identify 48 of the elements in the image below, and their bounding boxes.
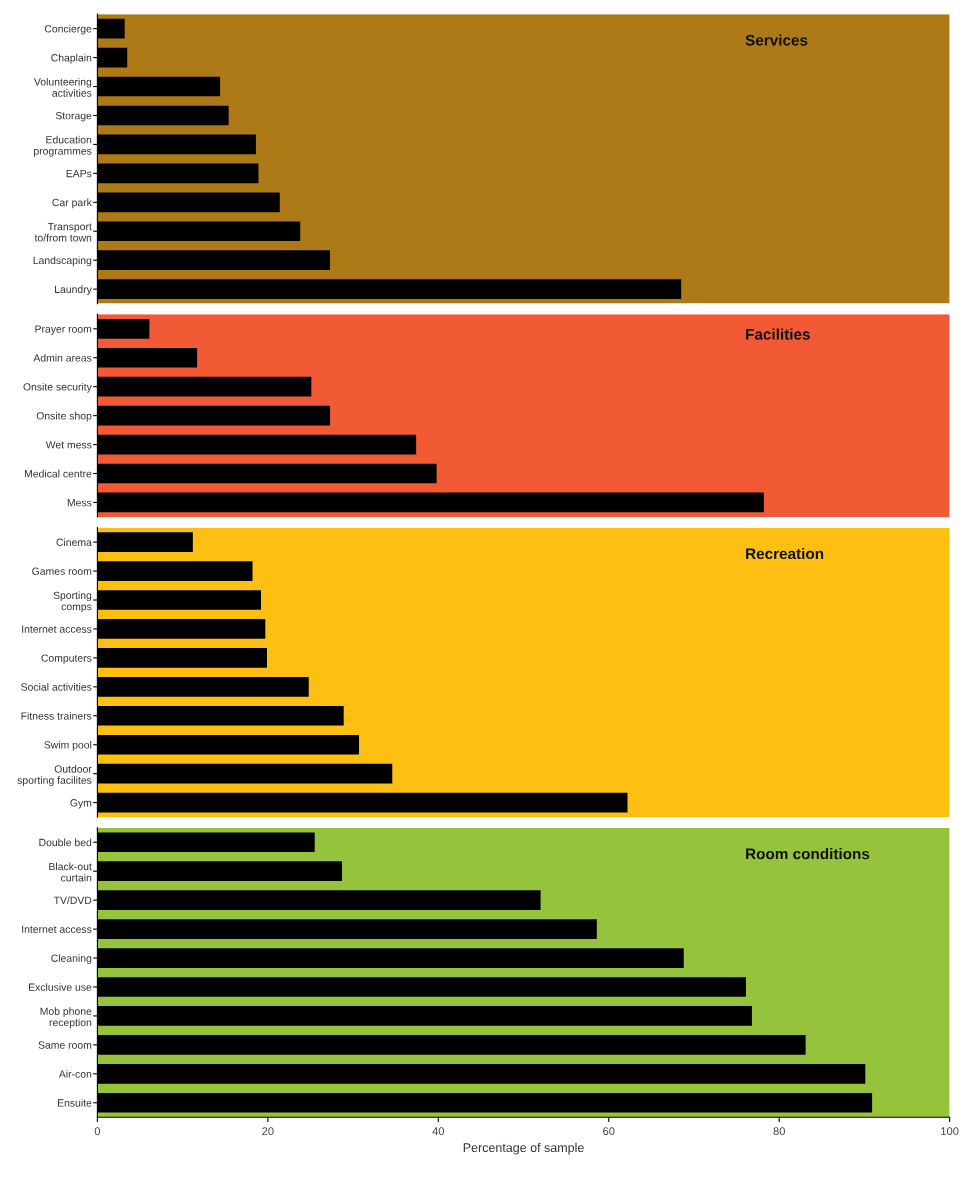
y-tick-label: Cleaning	[51, 954, 92, 964]
y-tick-label: Onsite security	[23, 382, 92, 393]
y-tick-label: Social activities	[21, 683, 92, 691]
y-tick-label: TV/DVD	[53, 896, 92, 905]
y-tick-label: Medical centre	[24, 469, 92, 478]
y-tick-label: Prayer room	[35, 325, 92, 335]
text: Room conditions	[746, 848, 870, 860]
y-tick-label: Admin areas	[33, 353, 92, 362]
y-tick-label: Double bed	[39, 838, 92, 847]
x-tick-label: 40	[432, 1127, 445, 1136]
y-tick-label: EAPs	[66, 169, 92, 178]
y-tick-label: Ensuite	[57, 1098, 92, 1107]
y-tick-label: Storage	[55, 111, 92, 122]
y-tick-label: Volunteering activities	[33, 77, 92, 97]
y-tick-label: Onsite shop	[36, 411, 92, 422]
text: Services	[745, 34, 808, 46]
y-tick-label: Mess	[67, 499, 92, 507]
x-tick-label: 0	[94, 1127, 101, 1136]
x-tick-label: 100	[941, 1127, 959, 1136]
y-tick-label: Transport to/from town	[34, 223, 92, 242]
y-tick-label: Car park	[52, 198, 92, 209]
y-tick-label: Wet mess	[45, 441, 92, 449]
x-axis-title: Percentage of sample	[463, 1142, 584, 1155]
text: Recreation	[746, 547, 824, 560]
y-tick-label: Computers	[41, 654, 92, 664]
y-tick-label: Sporting comps	[53, 591, 92, 613]
x-tick-label: 80	[773, 1127, 785, 1136]
y-tick-label: Fitness trainers	[21, 712, 92, 720]
y-tick-label: Air-con	[58, 1070, 92, 1078]
text: Facilities	[746, 328, 810, 340]
x-tick-label: 20	[262, 1127, 274, 1136]
y-tick-label: Internet access	[22, 925, 92, 933]
y-tick-label: Concierge	[44, 24, 92, 35]
y-tick-label: Laundry	[55, 285, 92, 296]
y-tick-label: Landscaping	[33, 256, 92, 267]
y-tick-label: Education programmes	[34, 135, 92, 157]
x-tick-label: 60	[603, 1127, 615, 1136]
y-tick-label: Internet access	[22, 625, 92, 633]
y-tick-label: Games room	[32, 567, 92, 575]
y-tick-label: Mob phone reception	[40, 1007, 92, 1029]
y-tick-label: Outdoor sporting facilites	[17, 765, 92, 786]
y-tick-label: Gym	[70, 799, 92, 809]
y-tick-label: Same room	[38, 1041, 92, 1049]
y-tick-label: Swim pool	[44, 740, 92, 751]
y-tick-label: Exclusive use	[29, 983, 92, 991]
y-tick-label: Chaplain	[51, 53, 92, 64]
y-tick-label: Cinema	[56, 538, 92, 546]
y-tick-label: Black-out curtain	[49, 862, 92, 882]
